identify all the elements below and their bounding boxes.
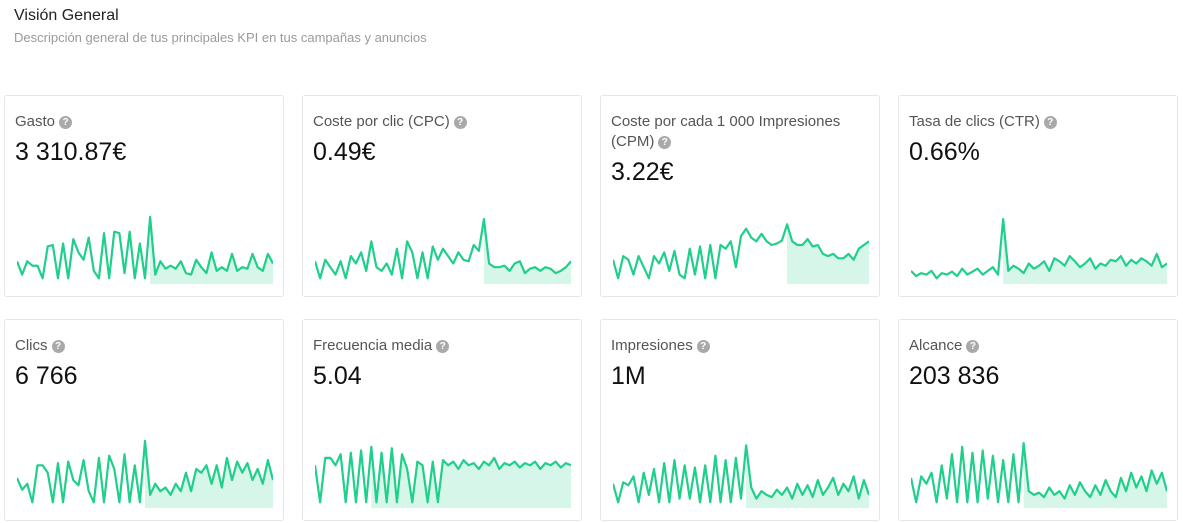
kpi-value: 0.66% xyxy=(909,138,980,166)
sparkline-line xyxy=(613,223,869,280)
overview-header: Visión General Descripción general de tu… xyxy=(14,6,427,47)
help-circle-icon[interactable]: ? xyxy=(59,116,73,129)
sparkline-line xyxy=(911,442,1167,504)
kpi-title: Clics? xyxy=(15,336,271,356)
kpi-label: Clics xyxy=(15,337,48,354)
sparkline-chart xyxy=(911,442,1167,508)
kpi-label: Gasto xyxy=(15,113,56,130)
sparkline-area xyxy=(746,445,869,508)
sparkline-chart xyxy=(17,439,273,508)
kpi-value: 0.49€ xyxy=(313,138,376,166)
sparkline-area xyxy=(371,446,571,508)
sparkline-line xyxy=(613,444,869,504)
kpi-label: Coste por cada 1 000 Impresiones (CPM) xyxy=(611,113,841,150)
page-subtitle: Descripción general de tus principales K… xyxy=(14,30,427,45)
sparkline-line xyxy=(315,445,571,504)
sparkline-chart xyxy=(315,218,571,284)
kpi-title: Alcance? xyxy=(909,336,1165,356)
help-circle-icon[interactable]: ? xyxy=(1043,116,1057,129)
kpi-label: Impresiones xyxy=(611,337,693,354)
kpi-title: Coste por clic (CPC)? xyxy=(313,112,569,132)
help-circle-icon[interactable]: ? xyxy=(966,340,980,353)
kpi-card-alcance: Alcance? 203 836 xyxy=(898,319,1178,521)
kpi-value: 1M xyxy=(611,362,646,390)
kpi-title: Impresiones? xyxy=(611,336,867,356)
sparkline-chart xyxy=(315,445,571,508)
sparkline-area xyxy=(1023,443,1167,508)
sparkline-chart xyxy=(613,223,869,284)
kpi-label: Frecuencia media xyxy=(313,337,433,354)
sparkline-area xyxy=(150,216,273,284)
sparkline-area xyxy=(1003,219,1167,284)
sparkline-line xyxy=(17,215,273,280)
kpi-card-impresiones: Impresiones? 1M xyxy=(600,319,880,521)
help-circle-icon[interactable]: ? xyxy=(436,340,450,353)
kpi-label: Tasa de clics (CTR) xyxy=(909,113,1040,130)
kpi-title: Gasto? xyxy=(15,112,271,132)
sparkline-line xyxy=(911,218,1167,280)
help-circle-icon[interactable]: ? xyxy=(51,340,65,353)
kpi-value: 5.04 xyxy=(313,362,362,390)
kpi-card-cpc: Coste por clic (CPC)? 0.49€ xyxy=(302,95,582,297)
sparkline-area xyxy=(483,219,571,284)
kpi-card-clics: Clics? 6 766 xyxy=(4,319,284,521)
kpi-card-ctr: Tasa de clics (CTR)? 0.66% xyxy=(898,95,1178,297)
kpi-value: 6 766 xyxy=(15,362,78,390)
kpi-value: 3 310.87€ xyxy=(15,138,127,166)
kpi-label: Alcance xyxy=(909,337,963,354)
page-title: Visión General xyxy=(14,7,119,24)
sparkline-line xyxy=(17,439,273,504)
kpi-grid: Gasto? 3 310.87€ Coste por clic (CPC)? 0… xyxy=(4,95,1180,521)
sparkline-chart xyxy=(17,215,273,284)
sparkline-area xyxy=(145,440,273,508)
kpi-title: Tasa de clics (CTR)? xyxy=(909,112,1165,132)
sparkline-chart xyxy=(613,444,869,508)
kpi-title: Frecuencia media? xyxy=(313,336,569,356)
kpi-label: Coste por clic (CPC) xyxy=(313,113,450,130)
kpi-card-frecuencia: Frecuencia media? 5.04 xyxy=(302,319,582,521)
help-circle-icon[interactable]: ? xyxy=(658,136,672,149)
kpi-value: 203 836 xyxy=(909,362,1000,390)
kpi-card-cpm: Coste por cada 1 000 Impresiones (CPM)? … xyxy=(600,95,880,297)
kpi-title: Coste por cada 1 000 Impresiones (CPM)? xyxy=(611,112,867,152)
sparkline-line xyxy=(315,218,571,280)
help-circle-icon[interactable]: ? xyxy=(696,340,710,353)
help-circle-icon[interactable]: ? xyxy=(453,116,467,129)
kpi-value: 3.22€ xyxy=(611,158,674,186)
sparkline-chart xyxy=(911,218,1167,284)
kpi-card-gasto: Gasto? 3 310.87€ xyxy=(4,95,284,297)
